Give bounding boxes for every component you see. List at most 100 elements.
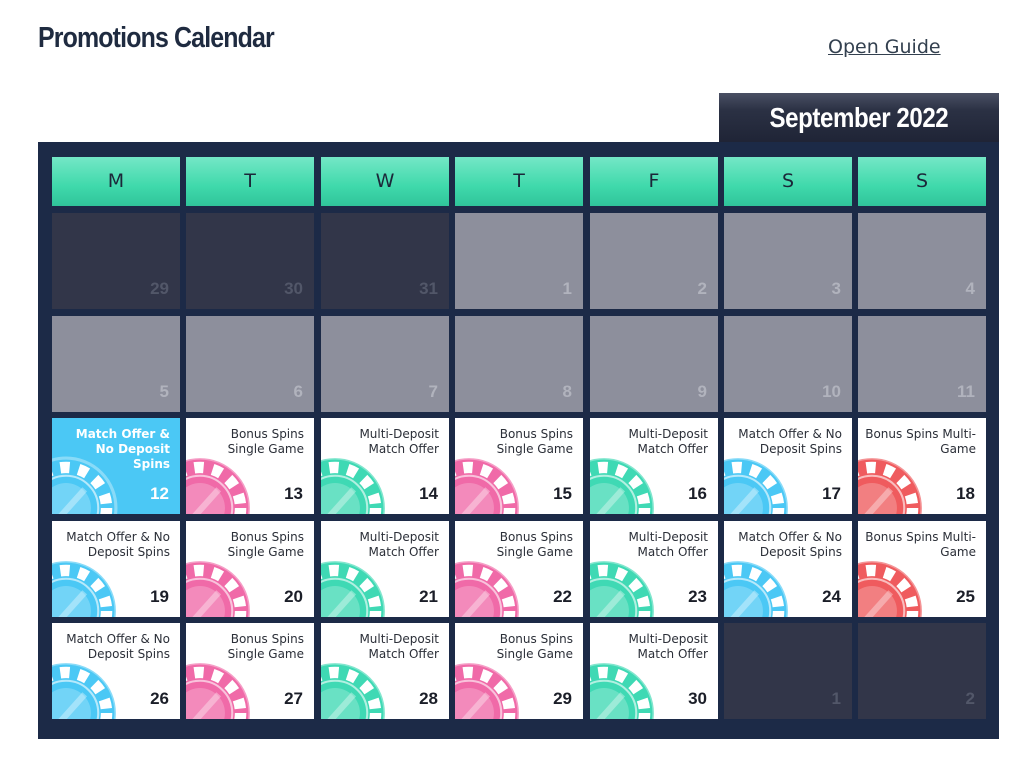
promo-day-cell[interactable]: Bonus Spins Multi-Game 18 <box>858 418 986 514</box>
promo-title: Match Offer & No Deposit Spins <box>738 530 842 559</box>
promo-title: Multi-Deposit Match Offer <box>628 530 708 559</box>
day-number: 23 <box>688 587 707 606</box>
promo-day-cell[interactable]: Bonus Spins Single Game 22 <box>455 521 583 617</box>
weekday-header-tuesday: T <box>186 157 314 206</box>
day-number: 20 <box>284 587 303 606</box>
promo-title: Bonus Spins Single Game <box>496 530 573 559</box>
day-number: 17 <box>822 484 841 503</box>
calendar-day-cell: 3 <box>724 213 852 309</box>
blue-chip-icon <box>52 559 118 617</box>
promo-day-cell[interactable]: Bonus Spins Single Game 20 <box>186 521 314 617</box>
promo-title: Multi-Deposit Match Offer <box>628 427 708 456</box>
calendar-day-cell: 6 <box>186 316 314 412</box>
promo-title: Bonus Spins Multi-Game <box>865 530 976 559</box>
calendar-day-cell: 10 <box>724 316 852 412</box>
day-number: 10 <box>822 382 841 401</box>
weekday-header-wednesday: W <box>321 157 449 206</box>
pink-chip-icon <box>186 456 252 514</box>
calendar-day-cell: 2 <box>858 623 986 719</box>
promo-day-cell[interactable]: Multi-Deposit Match Offer 16 <box>590 418 718 514</box>
calendar-day-cell: 1 <box>724 623 852 719</box>
promo-title: Multi-Deposit Match Offer <box>628 632 708 661</box>
weekday-header-thursday: T <box>455 157 583 206</box>
promo-day-cell[interactable]: Multi-Deposit Match Offer 30 <box>590 623 718 719</box>
promo-title: Match Offer & No Deposit Spins <box>75 427 170 471</box>
day-number: 21 <box>419 587 438 606</box>
day-number: 6 <box>293 382 303 401</box>
green-chip-icon <box>321 559 387 617</box>
promo-day-cell[interactable]: Multi-Deposit Match Offer 14 <box>321 418 449 514</box>
calendar-day-cell: 11 <box>858 316 986 412</box>
day-number: 27 <box>284 689 303 708</box>
pink-chip-icon <box>186 661 252 719</box>
promo-day-cell[interactable]: Match Offer & No Deposit Spins 26 <box>52 623 180 719</box>
promo-day-cell[interactable]: Bonus Spins Single Game 29 <box>455 623 583 719</box>
calendar-day-cell: 8 <box>455 316 583 412</box>
green-chip-icon <box>590 456 656 514</box>
page-title: Promotions Calendar <box>38 22 275 54</box>
weekday-header-saturday: S <box>724 157 852 206</box>
promo-day-cell[interactable]: Bonus Spins Single Game 15 <box>455 418 583 514</box>
day-number: 31 <box>419 279 438 298</box>
promo-title: Bonus Spins Multi-Game <box>865 427 976 456</box>
day-number: 26 <box>150 689 169 708</box>
promo-day-cell[interactable]: Bonus Spins Multi-Game 25 <box>858 521 986 617</box>
calendar-day-cell: 29 <box>52 213 180 309</box>
promo-day-cell[interactable]: Match Offer & No Deposit Spins 12 <box>52 418 180 514</box>
day-number: 12 <box>150 484 169 503</box>
weekday-header-friday: F <box>590 157 718 206</box>
green-chip-icon <box>590 661 656 719</box>
day-number: 30 <box>688 689 707 708</box>
day-number: 2 <box>965 689 975 708</box>
day-number: 1 <box>831 689 841 708</box>
day-number: 29 <box>150 279 169 298</box>
open-guide-link[interactable]: Open Guide <box>828 36 941 58</box>
promo-title: Multi-Deposit Match Offer <box>359 530 439 559</box>
calendar-day-cell: 9 <box>590 316 718 412</box>
promo-title: Bonus Spins Single Game <box>496 427 573 456</box>
green-chip-icon <box>321 661 387 719</box>
day-number: 11 <box>957 382 975 401</box>
blue-chip-icon <box>52 456 118 514</box>
promo-day-cell[interactable]: Match Offer & No Deposit Spins 19 <box>52 521 180 617</box>
red-chip-icon <box>858 456 924 514</box>
promo-title: Bonus Spins Single Game <box>227 632 304 661</box>
day-number: 14 <box>419 484 438 503</box>
promo-day-cell[interactable]: Match Offer & No Deposit Spins 24 <box>724 521 852 617</box>
day-number: 4 <box>965 279 975 298</box>
promo-day-cell[interactable]: Multi-Deposit Match Offer 21 <box>321 521 449 617</box>
day-number: 19 <box>150 587 169 606</box>
promo-day-cell[interactable]: Multi-Deposit Match Offer 23 <box>590 521 718 617</box>
promo-day-cell[interactable]: Match Offer & No Deposit Spins 17 <box>724 418 852 514</box>
promo-day-cell[interactable]: Bonus Spins Single Game 13 <box>186 418 314 514</box>
promo-day-cell[interactable]: Multi-Deposit Match Offer 28 <box>321 623 449 719</box>
promo-title: Bonus Spins Single Game <box>227 530 304 559</box>
day-number: 30 <box>284 279 303 298</box>
day-number: 1 <box>562 279 572 298</box>
calendar-day-cell: 5 <box>52 316 180 412</box>
calendar-day-cell: 7 <box>321 316 449 412</box>
calendar-day-cell: 31 <box>321 213 449 309</box>
day-number: 22 <box>553 587 572 606</box>
day-number: 24 <box>822 587 841 606</box>
promotions-calendar-grid: M T W T F S S 29 30 31 1 2 3 4 5 6 7 8 9 10 11 Match Offer & … <box>38 142 999 739</box>
blue-chip-icon <box>52 661 118 719</box>
calendar-day-cell: 4 <box>858 213 986 309</box>
promo-title: Match Offer & No Deposit Spins <box>738 427 842 456</box>
calendar-day-cell: 2 <box>590 213 718 309</box>
blue-chip-icon <box>724 559 790 617</box>
month-label-text: September 2022 <box>769 102 949 133</box>
promo-day-cell[interactable]: Bonus Spins Single Game 27 <box>186 623 314 719</box>
day-number: 25 <box>956 587 975 606</box>
blue-chip-icon <box>724 456 790 514</box>
green-chip-icon <box>321 456 387 514</box>
day-number: 18 <box>956 484 975 503</box>
day-number: 3 <box>831 279 841 298</box>
pink-chip-icon <box>455 456 521 514</box>
promo-title: Bonus Spins Single Game <box>496 632 573 661</box>
day-number: 28 <box>419 689 438 708</box>
day-number: 29 <box>553 689 572 708</box>
calendar-day-cell: 30 <box>186 213 314 309</box>
promo-title: Match Offer & No Deposit Spins <box>66 530 170 559</box>
day-number: 7 <box>428 382 438 401</box>
